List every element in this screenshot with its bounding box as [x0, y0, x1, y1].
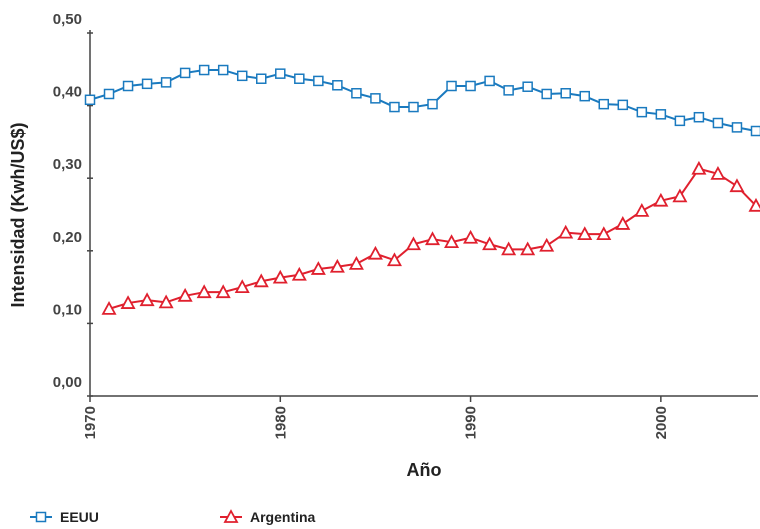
x-tick-label: 2000 — [653, 406, 670, 439]
data-point — [596, 226, 612, 241]
data-point — [672, 188, 688, 203]
data-point — [579, 90, 590, 102]
data-point — [103, 88, 115, 100]
data-point — [729, 178, 745, 193]
data-point — [541, 88, 552, 100]
data-point — [691, 160, 707, 175]
data-point — [693, 111, 705, 123]
data-point — [558, 224, 574, 239]
data-point — [310, 261, 326, 275]
data-point — [367, 245, 383, 260]
data-point — [275, 68, 286, 79]
data-point — [731, 122, 743, 133]
data-point — [424, 231, 441, 246]
data-point — [141, 78, 153, 90]
data-point — [446, 80, 457, 92]
data-point — [370, 93, 381, 104]
y-tick-label: 0,50 — [53, 11, 82, 28]
data-point — [256, 73, 267, 84]
x-tick-label: 1970 — [82, 406, 99, 439]
legend-marker — [35, 511, 47, 523]
data-point — [234, 279, 250, 293]
data-point — [577, 226, 593, 241]
y-tick-label: 0,00 — [53, 374, 82, 391]
y-tick-label: 0,40 — [53, 84, 82, 101]
data-point — [598, 98, 610, 110]
data-point — [177, 287, 193, 302]
data-point — [215, 284, 231, 299]
data-point — [560, 88, 571, 99]
legend-label: Argentina — [250, 509, 316, 525]
data-point — [617, 99, 629, 111]
data-point — [236, 70, 248, 82]
legend-marker — [223, 509, 239, 523]
data-point — [101, 301, 117, 315]
data-point — [160, 77, 172, 88]
data-point — [272, 269, 288, 284]
x-tick-label: 1990 — [463, 406, 480, 439]
data-point — [539, 237, 555, 252]
data-point — [122, 80, 134, 92]
data-point — [386, 252, 402, 267]
data-point — [217, 64, 229, 76]
data-point — [389, 101, 400, 113]
data-point — [444, 234, 460, 248]
data-point — [158, 294, 174, 309]
data-point — [484, 75, 495, 87]
data-point — [615, 216, 631, 230]
data-point — [198, 64, 210, 76]
y-tick-label: 0,20 — [53, 229, 82, 246]
data-point — [748, 197, 760, 212]
x-tick-label: 1980 — [272, 406, 289, 439]
data-point — [655, 109, 667, 120]
data-point — [179, 67, 191, 79]
data-point — [674, 115, 686, 127]
data-point — [253, 273, 269, 288]
data-point — [294, 73, 305, 84]
data-point — [348, 255, 364, 270]
data-point — [84, 94, 96, 106]
legend-label: EEUU — [60, 509, 99, 525]
data-point — [653, 192, 669, 207]
data-point — [329, 258, 345, 273]
data-point — [712, 117, 724, 129]
data-point — [750, 125, 760, 137]
data-point — [503, 85, 514, 96]
data-point — [405, 236, 422, 251]
data-point — [710, 165, 726, 180]
data-point — [465, 80, 476, 92]
y-axis-title: Intensidad (Kwh/US$) — [8, 122, 28, 307]
data-point — [120, 295, 136, 309]
data-point — [408, 101, 419, 113]
data-point — [520, 241, 536, 256]
data-point — [332, 80, 343, 91]
data-point — [291, 266, 307, 281]
data-point — [522, 81, 533, 92]
data-point — [139, 292, 155, 307]
y-tick-label: 0,10 — [53, 301, 82, 318]
y-tick-label: 0,30 — [53, 156, 82, 173]
data-point — [313, 75, 324, 87]
data-point — [482, 236, 498, 251]
data-point — [636, 106, 648, 118]
data-point — [351, 88, 362, 99]
data-point — [427, 98, 438, 110]
data-point — [196, 284, 212, 299]
data-point — [501, 241, 517, 256]
data-point — [634, 202, 650, 217]
series-line — [89, 69, 757, 132]
x-axis-title: Año — [407, 460, 442, 480]
data-point — [463, 229, 479, 244]
